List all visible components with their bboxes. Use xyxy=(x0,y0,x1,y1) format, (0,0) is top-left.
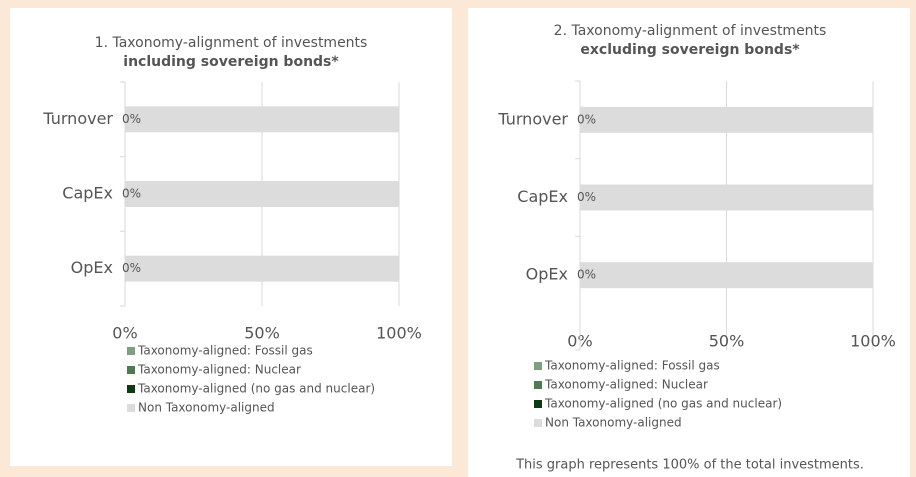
bar-segment xyxy=(580,262,873,289)
legend-swatch xyxy=(534,400,542,408)
data-label: 0% xyxy=(122,261,141,275)
legend-label: Taxonomy-aligned: Fossil gas xyxy=(137,344,313,358)
chart-title: 2. Taxonomy-alignment of investments xyxy=(554,23,827,39)
data-label: 0% xyxy=(122,112,141,126)
chart-subtitle: including sovereign bonds* xyxy=(123,54,339,70)
y-tick-label: Turnover xyxy=(497,109,568,128)
x-tick-label: 100% xyxy=(850,332,896,351)
data-label: 0% xyxy=(577,190,596,204)
x-tick-label: 50% xyxy=(244,324,280,343)
legend-label: Taxonomy-aligned: Nuclear xyxy=(544,378,708,392)
data-label: 0% xyxy=(577,112,596,126)
y-tick-label: OpEx xyxy=(71,258,113,277)
legend-swatch xyxy=(127,366,135,374)
bar-segment xyxy=(125,181,399,207)
legend-label: Taxonomy-aligned: Fossil gas xyxy=(544,359,720,373)
bar-segment xyxy=(580,184,873,211)
panel xyxy=(468,8,910,477)
legend-swatch xyxy=(534,362,542,370)
y-tick-label: CapEx xyxy=(62,184,113,203)
legend-swatch xyxy=(127,385,135,393)
legend-swatch xyxy=(127,404,135,412)
y-tick-label: CapEx xyxy=(517,187,568,206)
legend-swatch xyxy=(534,419,542,427)
legend-label: Non Taxonomy-aligned xyxy=(545,416,682,430)
legend-label: Taxonomy-aligned (no gas and nuclear) xyxy=(137,382,375,396)
x-tick-label: 50% xyxy=(709,332,745,351)
legend-swatch xyxy=(127,347,135,355)
legend-swatch xyxy=(534,381,542,389)
legend-label: Non Taxonomy-aligned xyxy=(138,401,275,415)
note: This graph represents 100% of the total … xyxy=(515,458,864,473)
x-tick-label: 0% xyxy=(112,324,137,343)
y-tick-label: OpEx xyxy=(526,265,568,284)
chart-title: 1. Taxonomy-alignment of investments xyxy=(95,35,368,51)
panel xyxy=(10,8,452,466)
legend-label: Taxonomy-aligned: Nuclear xyxy=(137,363,301,377)
bar-segment xyxy=(125,106,399,133)
bar-segment xyxy=(580,106,873,133)
data-label: 0% xyxy=(577,268,596,282)
y-tick-label: Turnover xyxy=(42,109,113,128)
legend-label: Taxonomy-aligned (no gas and nuclear) xyxy=(544,397,782,411)
bar-segment xyxy=(125,255,399,282)
x-tick-label: 100% xyxy=(376,324,422,343)
data-label: 0% xyxy=(122,187,141,201)
chart-subtitle: excluding sovereign bonds* xyxy=(580,42,800,58)
